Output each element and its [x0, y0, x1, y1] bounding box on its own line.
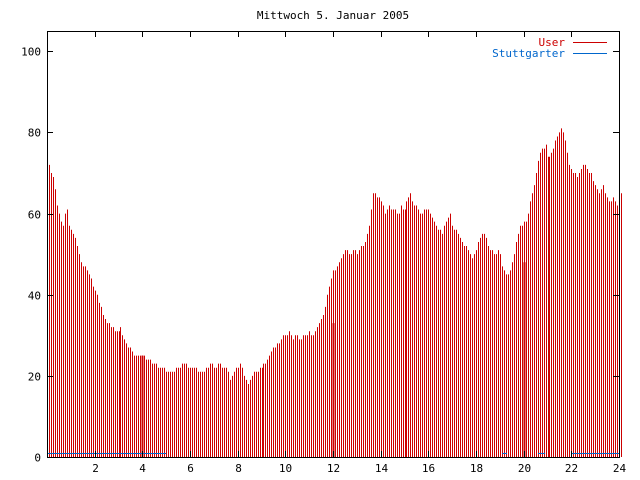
x-tick-label: 12 — [327, 462, 340, 475]
x-tick-label: 8 — [235, 462, 242, 475]
y-tick-label: 40 — [28, 290, 41, 303]
x-tick-label: 16 — [422, 462, 435, 475]
x-tick-label: 6 — [187, 462, 194, 475]
x-tick-label: 2 — [92, 462, 99, 475]
y-tick-label: 100 — [21, 46, 41, 59]
chart-title: Mittwoch 5. Januar 2005 — [257, 9, 409, 22]
x-tick-label: 24 — [613, 462, 627, 475]
y-tick-label: 60 — [28, 209, 41, 222]
x-tick-label: 18 — [470, 462, 483, 475]
x-tick-label: 22 — [565, 462, 578, 475]
y-tick-label: 80 — [28, 127, 41, 140]
y-tick-label: 20 — [28, 371, 41, 384]
legend-label: User — [539, 36, 566, 49]
x-tick-label: 10 — [279, 462, 292, 475]
user-bars-group — [47, 128, 622, 457]
y-tick-label: 0 — [34, 452, 41, 465]
legend-label: Stuttgarter — [492, 47, 565, 60]
x-tick-label: 4 — [139, 462, 146, 475]
x-tick-label: 20 — [518, 462, 531, 475]
x-tick-label: 14 — [375, 462, 389, 475]
